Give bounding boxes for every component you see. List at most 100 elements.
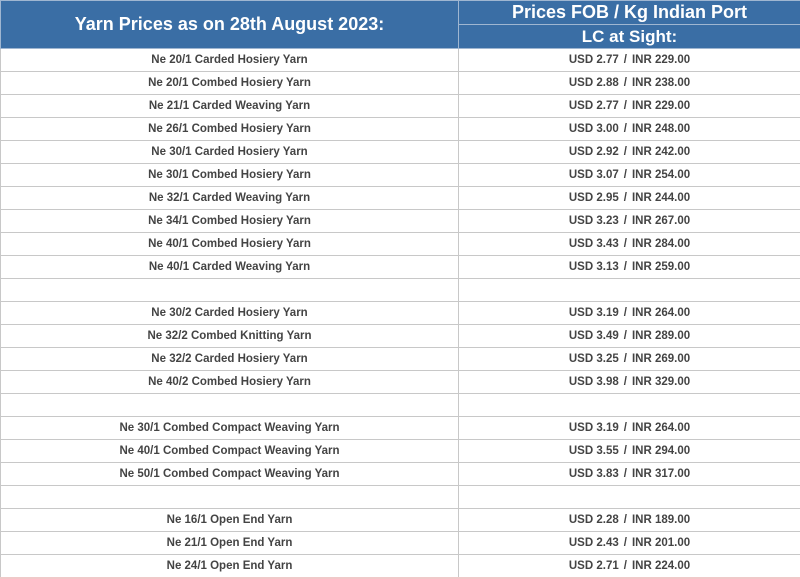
usd-price: USD 3.13 <box>569 261 619 273</box>
inr-price: INR 242.00 <box>632 146 690 158</box>
price-separator: / <box>619 215 632 227</box>
yarn-name-cell: Ne 32/2 Combed Knitting Yarn <box>1 325 459 348</box>
price-cell: USD 2.77/INR 229.00 <box>459 95 800 118</box>
inr-price: INR 294.00 <box>632 445 690 457</box>
price-separator: / <box>619 169 632 181</box>
price-separator: / <box>619 146 632 158</box>
table-header: Yarn Prices as on 28th August 2023: Pric… <box>1 1 800 49</box>
price-cell: USD 3.43/INR 284.00 <box>459 233 800 256</box>
yarn-name-cell <box>1 486 459 509</box>
price-cell: USD 3.98/INR 329.00 <box>459 371 800 394</box>
usd-price: USD 3.49 <box>569 330 619 342</box>
price-separator: / <box>619 307 632 319</box>
price-cell: USD 3.13/INR 259.00 <box>459 256 800 279</box>
inr-price: INR 244.00 <box>632 192 690 204</box>
price-separator: / <box>619 123 632 135</box>
price-cell: USD 3.83/INR 317.00 <box>459 463 800 486</box>
inr-price: INR 201.00 <box>632 537 690 549</box>
inr-price: INR 289.00 <box>632 330 690 342</box>
price-separator: / <box>619 100 632 112</box>
yarn-name-cell: Ne 30/1 Carded Hosiery Yarn <box>1 141 459 164</box>
yarn-name-cell: Ne 20/1 Combed Hosiery Yarn <box>1 72 459 95</box>
price-separator: / <box>619 261 632 273</box>
usd-price: USD 2.88 <box>569 77 619 89</box>
spacer-row <box>1 394 800 417</box>
usd-price: USD 2.77 <box>569 54 619 66</box>
yarn-name-cell: Ne 32/2 Carded Hosiery Yarn <box>1 348 459 371</box>
price-cell <box>459 279 800 302</box>
price-separator: / <box>619 422 632 434</box>
yarn-name-cell: Ne 30/1 Combed Hosiery Yarn <box>1 164 459 187</box>
inr-price: INR 238.00 <box>632 77 690 89</box>
price-separator: / <box>619 560 632 572</box>
price-separator: / <box>619 54 632 66</box>
price-header: Prices FOB / Kg Indian Port <box>459 1 800 25</box>
price-cell: USD 2.28/INR 189.00 <box>459 509 800 532</box>
inr-price: INR 229.00 <box>632 54 690 66</box>
price-cell: USD 2.77/INR 229.00 <box>459 49 800 72</box>
price-cell: USD 3.25/INR 269.00 <box>459 348 800 371</box>
inr-price: INR 229.00 <box>632 100 690 112</box>
price-cell: USD 3.19/INR 264.00 <box>459 302 800 325</box>
price-cell: USD 3.00/INR 248.00 <box>459 118 800 141</box>
yarn-name-cell: Ne 40/1 Combed Hosiery Yarn <box>1 233 459 256</box>
price-cell: USD 2.95/INR 244.00 <box>459 187 800 210</box>
inr-price: INR 248.00 <box>632 123 690 135</box>
price-cell <box>459 394 800 417</box>
yarn-name-cell: Ne 24/1 Open End Yarn <box>1 555 459 579</box>
inr-price: INR 284.00 <box>632 238 690 250</box>
price-cell: USD 2.92/INR 242.00 <box>459 141 800 164</box>
usd-price: USD 2.95 <box>569 192 619 204</box>
yarn-name-cell: Ne 16/1 Open End Yarn <box>1 509 459 532</box>
usd-price: USD 3.43 <box>569 238 619 250</box>
table-title: Yarn Prices as on 28th August 2023: <box>1 1 459 49</box>
price-cell: USD 3.55/INR 294.00 <box>459 440 800 463</box>
inr-price: INR 317.00 <box>632 468 690 480</box>
inr-price: INR 264.00 <box>632 307 690 319</box>
usd-price: USD 2.77 <box>569 100 619 112</box>
price-separator: / <box>619 376 632 388</box>
inr-price: INR 329.00 <box>632 376 690 388</box>
price-cell: USD 3.23/INR 267.00 <box>459 210 800 233</box>
inr-price: INR 264.00 <box>632 422 690 434</box>
yarn-name-cell: Ne 20/1 Carded Hosiery Yarn <box>1 49 459 72</box>
price-separator: / <box>619 537 632 549</box>
inr-price: INR 269.00 <box>632 353 690 365</box>
yarn-name-cell: Ne 40/1 Carded Weaving Yarn <box>1 256 459 279</box>
usd-price: USD 2.71 <box>569 560 619 572</box>
usd-price: USD 2.43 <box>569 537 619 549</box>
yarn-name-cell <box>1 394 459 417</box>
yarn-name-cell: Ne 34/1 Combed Hosiery Yarn <box>1 210 459 233</box>
price-cell: USD 3.07/INR 254.00 <box>459 164 800 187</box>
spacer-row <box>1 279 800 302</box>
usd-price: USD 3.83 <box>569 468 619 480</box>
price-cell <box>459 486 800 509</box>
yarn-name-cell: Ne 32/1 Carded Weaving Yarn <box>1 187 459 210</box>
price-terms-header: LC at Sight: <box>459 25 800 49</box>
inr-price: INR 224.00 <box>632 560 690 572</box>
price-separator: / <box>619 353 632 365</box>
usd-price: USD 3.00 <box>569 123 619 135</box>
usd-price: USD 2.28 <box>569 514 619 526</box>
spacer-row <box>1 486 800 509</box>
usd-price: USD 3.55 <box>569 445 619 457</box>
price-separator: / <box>619 192 632 204</box>
price-cell: USD 3.49/INR 289.00 <box>459 325 800 348</box>
